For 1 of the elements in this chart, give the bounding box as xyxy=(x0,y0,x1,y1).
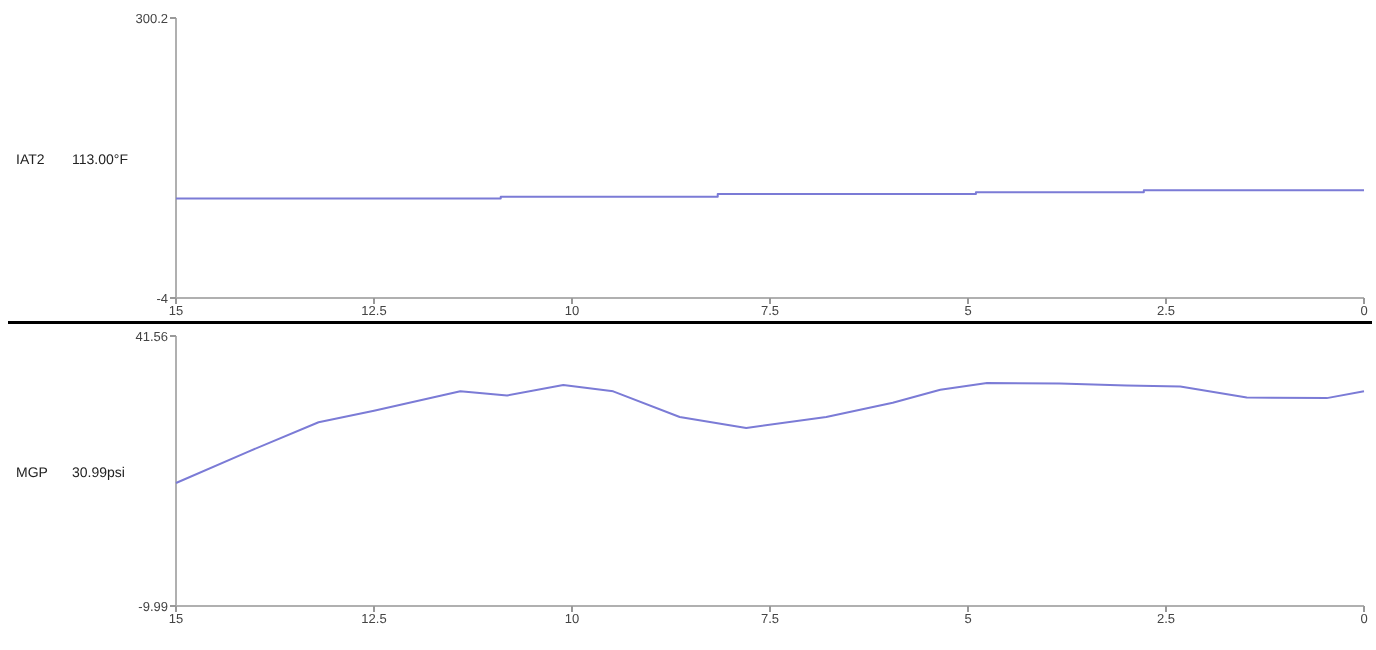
line-series xyxy=(175,381,1365,484)
